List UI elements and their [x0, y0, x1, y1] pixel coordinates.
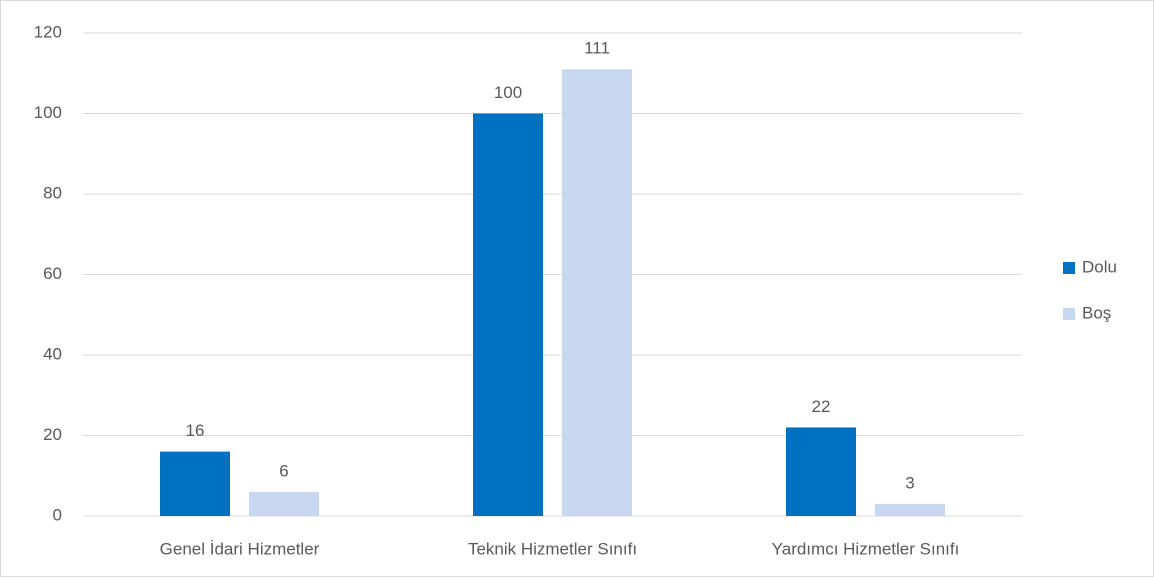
legend-label: Boş: [1082, 303, 1111, 322]
y-tick-label: 120: [34, 22, 62, 41]
y-tick-label: 40: [43, 344, 62, 363]
y-tick-label: 20: [43, 425, 62, 444]
data-label: 3: [905, 473, 914, 492]
data-label: 16: [186, 421, 205, 440]
bar: [249, 491, 319, 516]
y-tick-label: 60: [43, 264, 62, 283]
x-tick-label: Yardımcı Hizmetler Sınıfı: [772, 539, 960, 558]
bar: [562, 69, 632, 516]
data-label: 6: [279, 461, 288, 480]
y-tick-label: 0: [53, 505, 62, 524]
legend-swatch: [1063, 262, 1075, 274]
y-tick-label: 100: [34, 103, 62, 122]
bar: [160, 451, 230, 516]
legend-swatch: [1063, 308, 1075, 320]
data-label: 111: [584, 39, 610, 58]
bar: [875, 503, 945, 516]
x-tick-label: Teknik Hizmetler Sınıfı: [468, 539, 637, 558]
legend-label: Dolu: [1082, 257, 1117, 276]
data-label: 22: [812, 397, 831, 416]
y-tick-label: 80: [43, 183, 62, 202]
bar: [786, 427, 856, 516]
data-label: 100: [494, 83, 522, 102]
bar: [473, 113, 543, 516]
x-tick-label: Genel İdari Hizmetler: [160, 539, 320, 558]
